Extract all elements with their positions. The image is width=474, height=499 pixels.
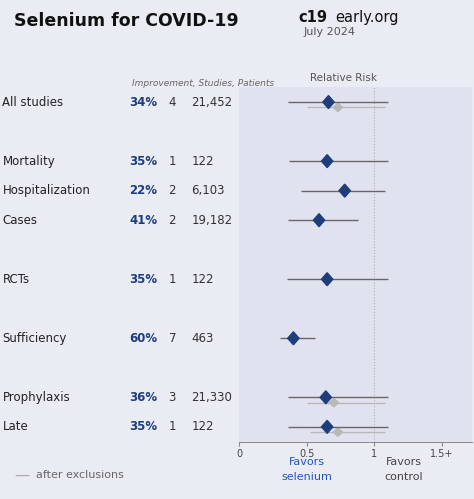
Text: 36%: 36%	[129, 391, 157, 404]
Text: 35%: 35%	[129, 273, 157, 286]
Text: Relative Risk: Relative Risk	[310, 73, 377, 83]
Text: 4: 4	[169, 96, 176, 109]
Text: 1: 1	[169, 420, 176, 433]
Text: 35%: 35%	[129, 155, 157, 168]
Polygon shape	[333, 428, 343, 436]
Text: 2: 2	[169, 214, 176, 227]
Text: 41%: 41%	[129, 214, 157, 227]
Polygon shape	[321, 420, 333, 433]
Polygon shape	[333, 103, 343, 112]
Text: control: control	[385, 472, 423, 482]
Text: Sufficiency: Sufficiency	[2, 332, 67, 345]
Text: Selenium for COVID-19: Selenium for COVID-19	[14, 12, 239, 30]
Polygon shape	[329, 399, 338, 407]
Polygon shape	[288, 332, 299, 345]
Text: Favors: Favors	[386, 457, 422, 467]
Text: 60%: 60%	[129, 332, 157, 345]
Text: 6,103: 6,103	[191, 184, 225, 197]
Polygon shape	[323, 96, 334, 109]
Text: Cases: Cases	[2, 214, 37, 227]
Text: 1: 1	[169, 155, 176, 168]
Text: Mortality: Mortality	[2, 155, 55, 168]
Text: Hospitalization: Hospitalization	[2, 184, 90, 197]
Text: 1: 1	[169, 273, 176, 286]
Polygon shape	[320, 391, 331, 404]
Text: 122: 122	[191, 420, 214, 433]
Text: 122: 122	[191, 155, 214, 168]
Text: 19,182: 19,182	[191, 214, 233, 227]
Text: Late: Late	[2, 420, 28, 433]
Text: 3: 3	[169, 391, 176, 404]
Text: July 2024: July 2024	[303, 27, 356, 37]
Polygon shape	[339, 184, 350, 197]
Text: 7: 7	[169, 332, 176, 345]
Polygon shape	[321, 155, 333, 168]
Text: c19: c19	[299, 10, 328, 25]
Polygon shape	[313, 214, 325, 227]
Text: Improvement, Studies, Patients: Improvement, Studies, Patients	[132, 79, 274, 88]
Text: 463: 463	[191, 332, 214, 345]
Text: 2: 2	[169, 184, 176, 197]
Text: selenium: selenium	[282, 472, 332, 482]
Text: All studies: All studies	[2, 96, 64, 109]
Text: after exclusions: after exclusions	[36, 470, 123, 480]
Text: Prophylaxis: Prophylaxis	[2, 391, 70, 404]
Text: 21,330: 21,330	[191, 391, 232, 404]
Text: 21,452: 21,452	[191, 96, 233, 109]
Text: 122: 122	[191, 273, 214, 286]
Polygon shape	[321, 273, 333, 286]
Text: 22%: 22%	[129, 184, 157, 197]
Text: 35%: 35%	[129, 420, 157, 433]
Text: 34%: 34%	[129, 96, 157, 109]
Text: RCTs: RCTs	[2, 273, 29, 286]
Text: —: —	[14, 468, 29, 483]
Text: Favors: Favors	[289, 457, 325, 467]
Text: early.org: early.org	[336, 10, 399, 25]
